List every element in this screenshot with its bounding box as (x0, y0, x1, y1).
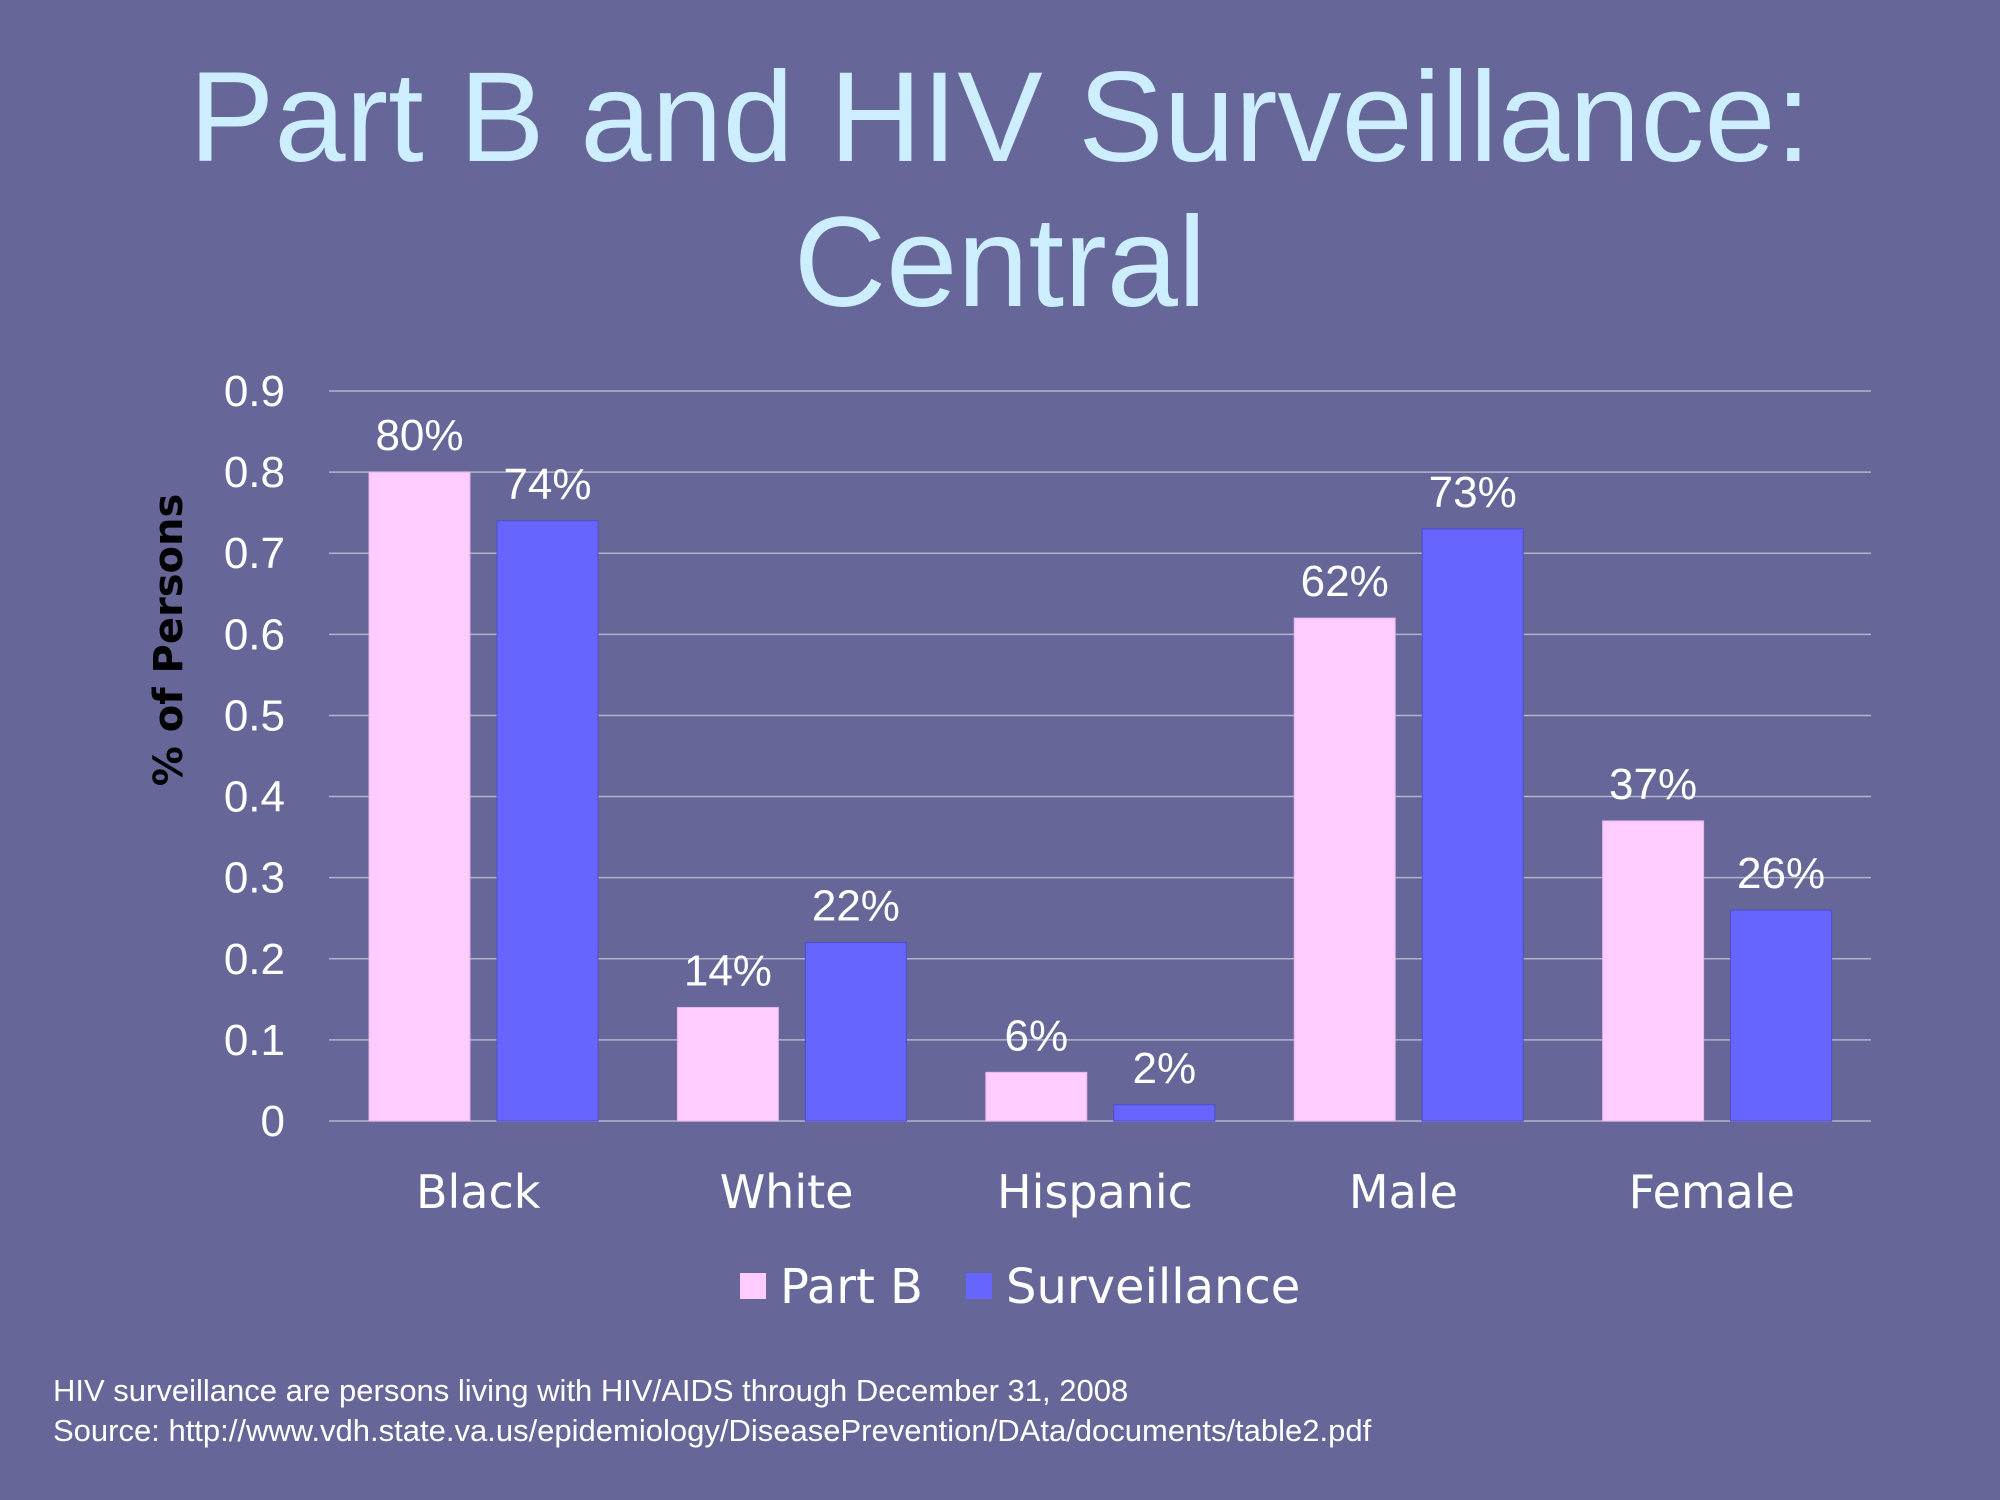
legend-label: Part B (780, 1259, 923, 1315)
x-category-label: Male (1349, 1165, 1458, 1219)
data-label: 22% (812, 882, 900, 931)
x-category-label: Hispanic (997, 1165, 1193, 1219)
data-label: 73% (1429, 468, 1517, 517)
legend-swatch (740, 1273, 766, 1299)
y-axis-label: % of Persons (146, 494, 192, 787)
bar-surveillance (1730, 909, 1833, 1122)
y-tick-label: 0.9 (224, 367, 285, 416)
data-label: 26% (1737, 849, 1825, 898)
footnote-source: Source: http://www.vdh.state.va.us/epide… (53, 1413, 1372, 1448)
y-tick-label: 0.7 (224, 529, 285, 578)
slide-title-line2: Central (793, 191, 1207, 334)
y-tick-label: 0.5 (224, 691, 285, 740)
legend-label: Surveillance (1006, 1259, 1300, 1315)
bar-part-b (985, 1071, 1088, 1122)
y-tick-label: 0.4 (224, 773, 285, 822)
data-label: 80% (375, 411, 463, 460)
bar-part-b (1602, 820, 1705, 1122)
data-label: 6% (1005, 1011, 1069, 1060)
legend-swatch (966, 1273, 992, 1299)
data-label: 62% (1301, 557, 1389, 606)
data-label: 2% (1133, 1044, 1197, 1093)
y-tick-label: 0.1 (224, 1016, 285, 1065)
slide-title-line1: Part B and HIV Surveillance: (188, 46, 1812, 189)
data-label: 14% (684, 946, 772, 995)
x-category-label: White (720, 1165, 854, 1219)
bar-surveillance (1421, 528, 1524, 1122)
y-tick-label: 0.6 (224, 610, 285, 659)
bar-surveillance (804, 942, 907, 1122)
y-tick-label: 0.3 (224, 854, 285, 903)
slide-title: Part B and HIV Surveillance: Central (0, 45, 2000, 335)
bar-part-b (1293, 617, 1396, 1122)
y-tick-label: 0.2 (224, 935, 285, 984)
x-category-label: Black (416, 1165, 541, 1219)
bar-surveillance (496, 520, 599, 1122)
bar-surveillance (1113, 1104, 1216, 1122)
data-label: 74% (503, 460, 591, 509)
y-tick-label: 0 (261, 1097, 285, 1146)
data-label: 37% (1609, 760, 1697, 809)
x-category-label: Female (1629, 1165, 1795, 1219)
bar-part-b (676, 1006, 779, 1122)
footnote-surveillance: HIV surveillance are persons living with… (53, 1373, 1129, 1408)
bar-part-b (368, 471, 471, 1122)
y-tick-label: 0.8 (224, 448, 285, 497)
